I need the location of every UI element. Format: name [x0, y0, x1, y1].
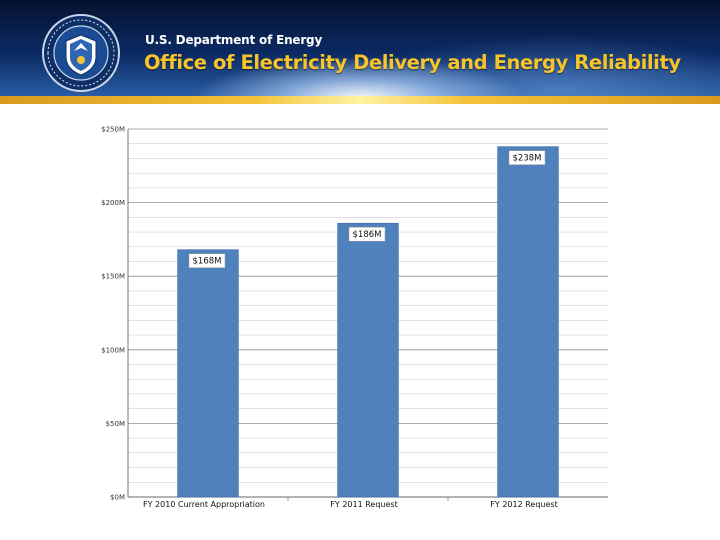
category-label: FY 2011 Request — [330, 500, 397, 509]
department-name: U.S. Department of Energy — [145, 33, 323, 47]
bar — [177, 249, 239, 498]
y-tick-label: $100M — [101, 346, 125, 354]
data-label: $168M — [193, 257, 222, 267]
data-label: $238M — [513, 154, 542, 164]
data-label: $186M — [353, 230, 382, 240]
y-tick-label: $250M — [101, 126, 125, 134]
header-banner: U.S. Department of Energy Office of Elec… — [0, 0, 720, 98]
y-tick-labels: $0M $50M $100M $150M $200M $250M — [101, 126, 125, 502]
data-label-box — [508, 150, 546, 165]
bars: $168M $186M $238M — [177, 146, 559, 498]
category-labels: FY 2010 Current Appropriation FY 2011 Req… — [143, 500, 558, 509]
office-title: Office of Electricity Delivery and Energ… — [144, 51, 681, 74]
category-label: FY 2012 Request — [490, 500, 557, 509]
data-label-box — [348, 226, 386, 242]
chart-canvas: $0M $50M $100M $150M $200M $250M $168M $186M $2… — [100, 112, 612, 520]
y-tick-label: $50M — [106, 420, 125, 428]
bar — [337, 222, 399, 498]
banner-gold-stripe — [0, 96, 720, 104]
y-tick-label: $150M — [101, 273, 125, 281]
budget-bar-chart: $0M $50M $100M $150M $200M $250M $168M $186M $2… — [100, 112, 612, 520]
bar — [497, 146, 559, 498]
y-tick-label: $200M — [101, 199, 125, 207]
y-tick-label: $0M — [110, 494, 125, 502]
doe-seal-icon — [42, 14, 120, 92]
data-label-box — [188, 253, 226, 268]
category-label: FY 2010 Current Appropriation — [143, 500, 265, 509]
